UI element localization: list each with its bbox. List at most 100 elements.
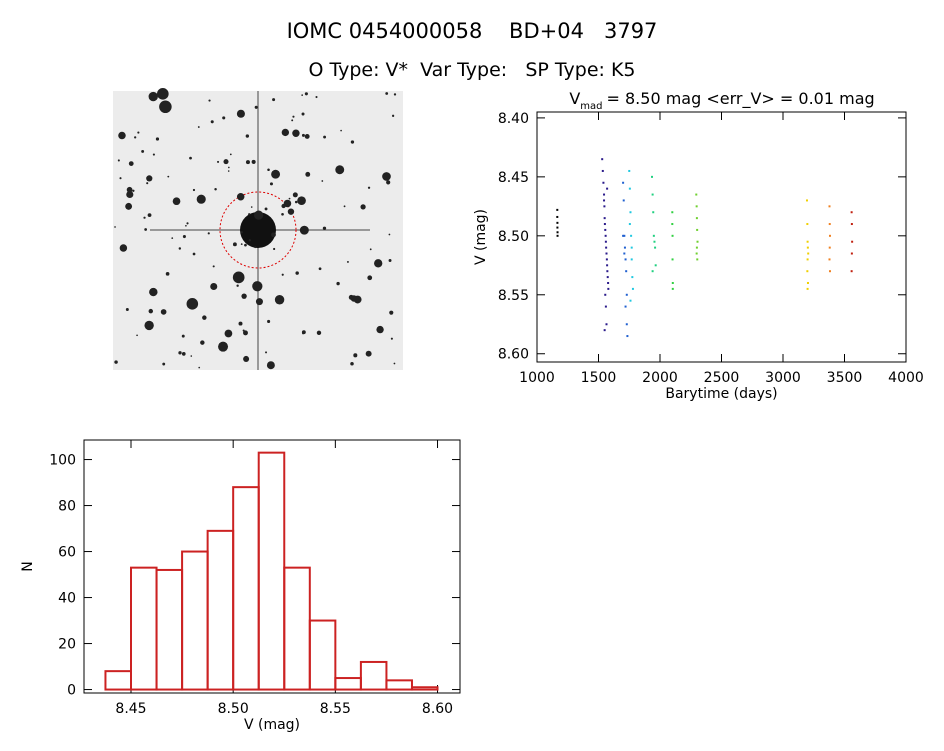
point bbox=[671, 234, 674, 237]
field-star bbox=[125, 308, 129, 312]
field-star bbox=[281, 273, 284, 276]
field-star bbox=[200, 340, 205, 345]
field-star bbox=[181, 334, 185, 338]
plot-frame bbox=[83, 439, 461, 694]
point bbox=[806, 246, 809, 249]
point bbox=[696, 228, 699, 231]
field-star bbox=[136, 334, 138, 337]
field-star bbox=[172, 197, 181, 206]
point bbox=[654, 246, 657, 249]
y-tick-label: 8.45 bbox=[498, 170, 529, 186]
point bbox=[828, 270, 831, 273]
point bbox=[828, 258, 831, 261]
x-tick-label: 8.45 bbox=[115, 701, 146, 717]
field-star bbox=[301, 133, 305, 137]
field-star bbox=[238, 321, 243, 326]
field-star bbox=[264, 207, 268, 211]
point bbox=[623, 252, 626, 255]
y-tick-label: 8.60 bbox=[498, 347, 529, 363]
field-star bbox=[297, 196, 306, 205]
field-star bbox=[148, 308, 154, 314]
point bbox=[805, 199, 808, 202]
point bbox=[623, 234, 626, 237]
x-tick-label: 1000 bbox=[519, 370, 555, 386]
point bbox=[605, 323, 608, 326]
field-star bbox=[389, 310, 394, 315]
bar bbox=[283, 566, 311, 691]
field-star bbox=[390, 337, 393, 340]
field-star bbox=[267, 168, 270, 172]
bar bbox=[130, 566, 158, 691]
field-star bbox=[119, 177, 122, 180]
field-star bbox=[335, 165, 345, 175]
field-star bbox=[266, 361, 275, 370]
field-star bbox=[227, 170, 230, 172]
field-star bbox=[217, 160, 220, 163]
field-star bbox=[114, 360, 118, 364]
field-star bbox=[299, 225, 309, 235]
field-star bbox=[336, 281, 340, 286]
point bbox=[851, 240, 854, 243]
field-star bbox=[374, 259, 383, 268]
field-star bbox=[281, 212, 284, 216]
point bbox=[850, 252, 853, 255]
point bbox=[628, 169, 631, 172]
point bbox=[631, 276, 634, 279]
y-tick-label: 40 bbox=[58, 591, 76, 607]
field-star bbox=[114, 226, 116, 228]
field-star bbox=[146, 182, 149, 185]
field-star bbox=[288, 197, 291, 200]
field-star bbox=[242, 329, 245, 332]
bar bbox=[232, 486, 260, 691]
point bbox=[556, 231, 559, 234]
field-star bbox=[171, 237, 174, 239]
point bbox=[606, 270, 609, 273]
point bbox=[629, 211, 632, 214]
bar bbox=[206, 529, 235, 691]
field-star bbox=[186, 298, 199, 310]
star-image bbox=[113, 87, 403, 370]
point bbox=[807, 252, 810, 255]
point bbox=[651, 193, 654, 196]
field-star bbox=[141, 149, 145, 153]
point bbox=[605, 246, 608, 249]
field-star bbox=[273, 247, 276, 251]
field-star bbox=[148, 91, 158, 102]
field-star bbox=[210, 282, 218, 291]
field-star bbox=[248, 239, 252, 242]
point bbox=[605, 258, 608, 261]
point bbox=[806, 240, 809, 243]
field-star bbox=[304, 134, 310, 139]
point bbox=[603, 217, 606, 220]
subtitle: O Type: V* Var Type: SP Type: K5 bbox=[308, 59, 635, 81]
point bbox=[695, 252, 698, 255]
point bbox=[556, 226, 559, 229]
y-tick-label: 8.55 bbox=[498, 288, 529, 304]
field-star bbox=[210, 120, 214, 124]
bar bbox=[359, 660, 388, 691]
field-star bbox=[315, 95, 318, 99]
x-tick-label: 8.60 bbox=[422, 701, 453, 717]
field-star bbox=[232, 242, 237, 247]
field-star bbox=[202, 315, 207, 320]
field-star bbox=[267, 319, 271, 323]
field-star bbox=[146, 175, 153, 182]
y-axis-label: V (mag) bbox=[473, 209, 489, 265]
field-star bbox=[346, 260, 349, 263]
field-star bbox=[144, 320, 154, 331]
field-star bbox=[369, 248, 372, 251]
point bbox=[696, 258, 699, 261]
field-star bbox=[350, 295, 358, 302]
point bbox=[625, 270, 628, 273]
title-part: mad bbox=[580, 101, 602, 112]
field-star bbox=[393, 362, 396, 365]
field-star bbox=[271, 169, 281, 179]
point bbox=[806, 223, 809, 226]
point bbox=[604, 240, 607, 243]
field-star bbox=[292, 129, 300, 137]
field-star bbox=[212, 265, 215, 268]
field-star bbox=[376, 325, 384, 334]
point bbox=[695, 217, 698, 220]
point bbox=[671, 287, 674, 290]
field-star bbox=[236, 192, 245, 201]
